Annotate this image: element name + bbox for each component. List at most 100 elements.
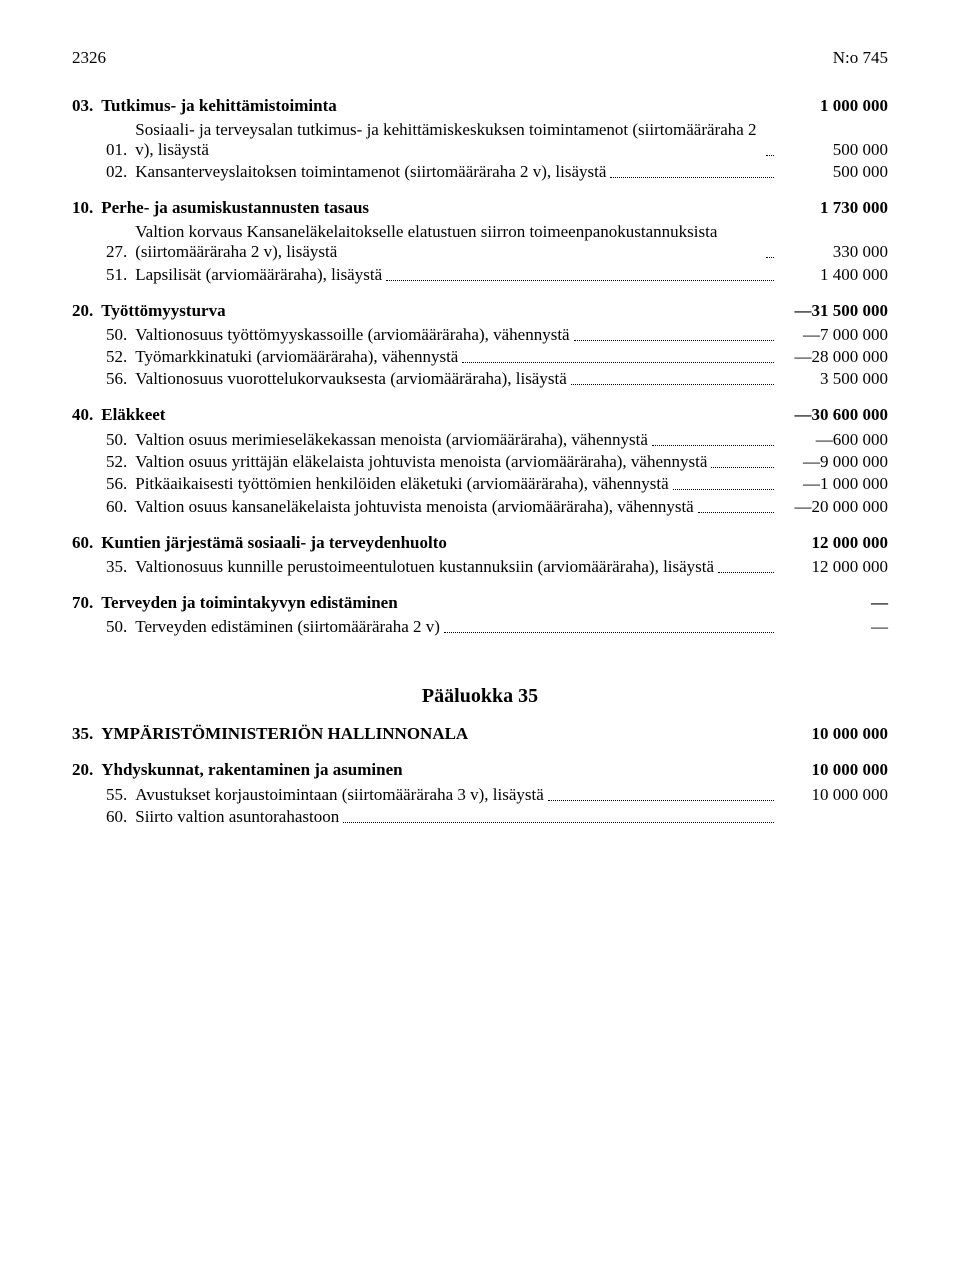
leader-dots: [698, 496, 774, 512]
row-amount: 1 400 000: [778, 265, 888, 285]
page-number-left: 2326: [72, 48, 106, 68]
row-amount: 10 000 000: [778, 785, 888, 805]
row-amount: —28 000 000: [778, 347, 888, 367]
section-row: 03.Tutkimus- ja kehittämistoiminta 1 000 …: [72, 96, 888, 116]
row-amount: —7 000 000: [778, 325, 888, 345]
row-label: Siirto valtion asuntorahastoon: [135, 807, 339, 827]
row-label: Valtion korvaus Kansaneläkelaitokselle e…: [135, 222, 762, 262]
row-number: 56.: [106, 369, 135, 389]
row-label: Valtion osuus merimieseläkekassan menois…: [135, 430, 648, 450]
leader-dots: [373, 199, 774, 214]
leader-dots: [444, 617, 774, 633]
row-label: Eläkkeet: [101, 405, 165, 425]
row-amount: 12 000 000: [778, 533, 888, 553]
item-row: 56.Pitkäaikaisesti työttömien henkilöide…: [106, 474, 888, 494]
leader-dots: [451, 533, 774, 548]
leader-dots: [341, 97, 774, 112]
section-row: 20.Yhdyskunnat, rakentaminen ja asuminen…: [72, 760, 888, 780]
leader-dots: [169, 406, 774, 421]
leader-dots: [407, 761, 774, 776]
row-amount: —: [778, 593, 888, 613]
row-label: Kuntien järjestämä sosiaali- ja terveyde…: [101, 533, 447, 553]
row-label: Avustukset korjaustoimintaan (siirtomäär…: [135, 785, 544, 805]
leader-dots: [548, 784, 774, 800]
row-amount: —30 600 000: [778, 405, 888, 425]
section-row: 40.Eläkkeet —30 600 000: [72, 405, 888, 425]
item-row: 01.Sosiaali- ja terveysalan tutkimus- ja…: [106, 120, 888, 160]
row-number: 10.: [72, 198, 101, 218]
section-row: 60.Kuntien järjestämä sosiaali- ja terve…: [72, 533, 888, 553]
leader-dots: [402, 594, 774, 609]
row-label: Valtion osuus kansaneläkelaista johtuvis…: [135, 497, 693, 517]
page-header: 2326 N:o 745: [72, 48, 888, 68]
row-amount: 3 500 000: [778, 369, 888, 389]
row-amount: 12 000 000: [778, 557, 888, 577]
leader-dots: [343, 807, 774, 823]
row-number: 50.: [106, 617, 135, 637]
budget-content: 03.Tutkimus- ja kehittämistoiminta 1 000 …: [72, 96, 888, 637]
row-amount: —: [778, 617, 888, 637]
item-row: 60.Siirto valtion asuntorahastoon: [106, 807, 888, 827]
leader-dots: [386, 264, 774, 280]
item-row: 02.Kansanterveyslaitoksen toimintamenot …: [106, 162, 888, 182]
section-row: 70.Terveyden ja toimintakyvyn edistämine…: [72, 593, 888, 613]
row-label: Valtionosuus kunnille perustoimeentulotu…: [135, 557, 714, 577]
row-amount: 500 000: [778, 162, 888, 182]
row-number: 20.: [72, 760, 101, 780]
budget-content-2: 35.YMPÄRISTÖMINISTERIÖN HALLINNONALA 10 0…: [72, 724, 888, 827]
section-row: 10.Perhe- ja asumiskustannusten tasaus1 …: [72, 198, 888, 218]
row-label: Lapsilisät (arviomääräraha), lisäystä: [135, 265, 382, 285]
leader-dots: [673, 474, 774, 490]
row-number: 01.: [106, 140, 135, 160]
row-label: Työttömyysturva: [101, 301, 225, 321]
row-number: 35.: [106, 557, 135, 577]
leader-dots: [462, 347, 774, 363]
leader-dots: [718, 557, 774, 573]
row-amount: —9 000 000: [778, 452, 888, 472]
page-number-right: N:o 745: [833, 48, 888, 68]
row-number: 51.: [106, 265, 135, 285]
row-number: 35.: [72, 724, 101, 744]
item-row: 50.Valtionosuus työttömyyskassoille (arv…: [106, 325, 888, 345]
row-amount: 330 000: [778, 242, 888, 262]
row-label: YMPÄRISTÖMINISTERIÖN HALLINNONALA: [101, 724, 468, 744]
row-number: 60.: [106, 497, 135, 517]
row-number: 60.: [72, 533, 101, 553]
leader-dots: [766, 140, 774, 156]
row-label: Pitkäaikaisesti työttömien henkilöiden e…: [135, 474, 668, 494]
row-number: 56.: [106, 474, 135, 494]
leader-dots: [766, 242, 774, 258]
row-number: 52.: [106, 347, 135, 367]
row-amount: 500 000: [778, 140, 888, 160]
row-amount: —600 000: [778, 430, 888, 450]
item-row: 35.Valtionosuus kunnille perustoimeentul…: [106, 557, 888, 577]
row-amount: 10 000 000: [778, 760, 888, 780]
row-label: Terveyden ja toimintakyvyn edistäminen: [101, 593, 397, 613]
item-row: 27.Valtion korvaus Kansaneläkelaitoksell…: [106, 222, 888, 262]
section-row: 35.YMPÄRISTÖMINISTERIÖN HALLINNONALA10 0…: [72, 724, 888, 744]
paaluokka-heading: Pääluokka 35: [72, 685, 888, 708]
leader-dots: [230, 301, 774, 316]
row-amount: —31 500 000: [778, 301, 888, 321]
row-label: Valtionosuus vuorottelukorvauksesta (arv…: [135, 369, 566, 389]
item-row: 60.Valtion osuus kansaneläkelaista johtu…: [106, 496, 888, 516]
item-row: 50.Valtion osuus merimieseläkekassan men…: [106, 429, 888, 449]
row-number: 02.: [106, 162, 135, 182]
leader-dots: [472, 725, 774, 740]
row-number: 40.: [72, 405, 101, 425]
leader-dots: [571, 369, 774, 385]
row-label: Yhdyskunnat, rakentaminen ja asuminen: [101, 760, 402, 780]
row-number: 03.: [72, 96, 101, 116]
row-amount: 1 730 000: [778, 198, 888, 218]
item-row: 50.Terveyden edistäminen (siirtomäärärah…: [106, 617, 888, 637]
row-label: Tutkimus- ja kehittämistoiminta: [101, 96, 337, 116]
row-label: Valtionosuus työttömyyskassoille (arviom…: [135, 325, 569, 345]
leader-dots: [574, 325, 774, 341]
row-label: Työmarkkinatuki (arviomääräraha), vähenn…: [135, 347, 458, 367]
item-row: 55.Avustukset korjaustoimintaan (siirtom…: [106, 784, 888, 804]
item-row: 56.Valtionosuus vuorottelukorvauksesta (…: [106, 369, 888, 389]
row-amount: —20 000 000: [778, 497, 888, 517]
row-amount: 1 000 000: [778, 96, 888, 116]
row-number: 27.: [106, 242, 135, 262]
item-row: 51.Lapsilisät (arviomääräraha), lisäystä…: [106, 264, 888, 284]
